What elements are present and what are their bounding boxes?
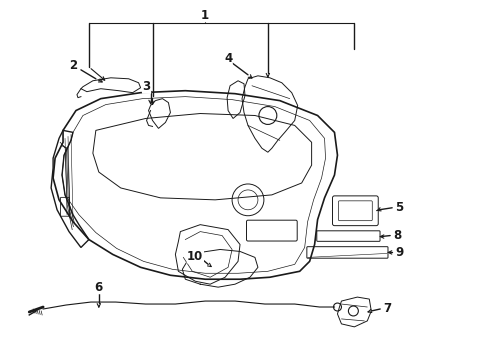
Text: 2: 2 — [69, 59, 77, 72]
Text: 8: 8 — [393, 229, 401, 242]
Text: 9: 9 — [395, 246, 403, 259]
Text: 7: 7 — [383, 302, 391, 315]
Text: 4: 4 — [224, 53, 232, 66]
Text: 10: 10 — [187, 250, 203, 263]
Text: 1: 1 — [201, 9, 209, 22]
Text: 3: 3 — [143, 80, 150, 93]
Text: 6: 6 — [95, 281, 103, 294]
Text: 5: 5 — [395, 201, 403, 214]
